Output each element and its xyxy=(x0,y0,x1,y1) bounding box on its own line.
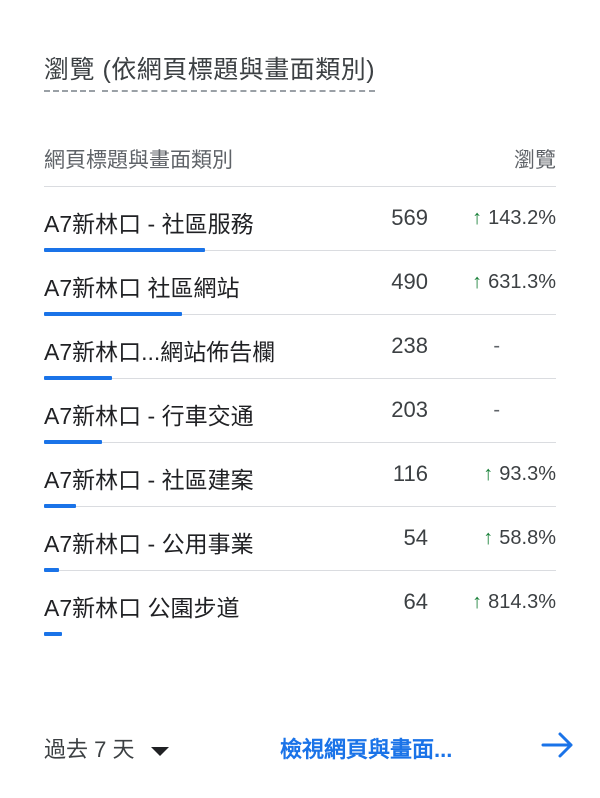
row-page-title: A7新林口 公園步道 xyxy=(44,595,240,621)
row-views-value: 490 xyxy=(391,269,428,294)
row-views-value: 238 xyxy=(391,333,428,358)
row-views-bar xyxy=(44,504,76,508)
view-pages-link[interactable]: 檢視網頁與畫面... xyxy=(280,737,453,762)
arrow-up-icon: ↑ xyxy=(472,271,483,293)
date-range-label: 過去 7 天 xyxy=(44,737,135,762)
row-change-percent: 58.8% xyxy=(499,527,556,549)
caret-down-icon xyxy=(150,746,169,756)
arrow-right-icon[interactable] xyxy=(540,730,576,765)
row-change-empty: - xyxy=(493,335,500,357)
column-header-name: 網頁標題與畫面類別 xyxy=(44,149,233,172)
card-title: 瀏覽 (依網頁標題與畫面類別) xyxy=(44,50,376,92)
row-views-value: 64 xyxy=(403,589,428,614)
row-page-title: A7新林口 社區網站 xyxy=(44,275,240,301)
row-views-value: 54 xyxy=(403,525,428,550)
date-range-dropdown[interactable]: 過去 7 天 xyxy=(44,732,169,764)
arrow-up-icon: ↑ xyxy=(472,591,483,613)
table-row[interactable]: A7新林口 - 社區建案 116 ↑ 93.3% xyxy=(44,443,556,508)
table-header: 網頁標題與畫面類別 瀏覽 xyxy=(44,140,556,187)
row-views-value: 116 xyxy=(392,461,428,486)
row-views-bar xyxy=(44,632,62,636)
row-change-percent: 631.3% xyxy=(488,271,556,293)
row-change: ↑ 58.8% xyxy=(483,527,556,550)
row-views-bar xyxy=(44,248,205,252)
table-body: A7新林口 - 社區服務 569 ↑ 143.2% A7新林口 社區網站 490 ↑ 631.… xyxy=(44,187,556,636)
row-change-percent: 143.2% xyxy=(488,207,556,229)
row-page-title: A7新林口 - 公用事業 xyxy=(44,531,254,557)
row-views-bar xyxy=(44,376,112,380)
row-page-title: A7新林口 - 社區服務 xyxy=(44,211,254,237)
table-row[interactable]: A7新林口 公園步道 64 ↑ 814.3% xyxy=(44,571,556,636)
arrow-up-icon: ↑ xyxy=(472,207,483,229)
metric-label[interactable]: 瀏覽 xyxy=(44,56,96,92)
table-row[interactable]: A7新林口 - 社區服務 569 ↑ 143.2% xyxy=(44,187,556,252)
row-views-bar xyxy=(44,312,182,316)
row-change: ↑ 814.3% xyxy=(472,591,556,614)
row-views-bar xyxy=(44,440,102,444)
row-views-value: 569 xyxy=(391,205,428,230)
table-row[interactable]: A7新林口 - 公用事業 54 ↑ 58.8% xyxy=(44,507,556,572)
row-page-title: A7新林口...網站佈告欄 xyxy=(44,339,276,365)
row-page-title: A7新林口 - 行車交通 xyxy=(44,403,254,429)
row-change-empty: - xyxy=(493,399,500,421)
row-page-title: A7新林口 - 社區建案 xyxy=(44,467,254,493)
row-change: ↑ 143.2% xyxy=(472,207,556,230)
table-row[interactable]: A7新林口...網站佈告欄 238 - xyxy=(44,315,556,380)
column-header-views: 瀏覽 xyxy=(514,149,556,172)
row-change-percent: 814.3% xyxy=(488,591,556,613)
row-change-percent: 93.3% xyxy=(499,463,556,485)
row-views-value: 203 xyxy=(391,397,428,422)
table-row[interactable]: A7新林口 - 行車交通 203 - xyxy=(44,379,556,444)
table-row[interactable]: A7新林口 社區網站 490 ↑ 631.3% xyxy=(44,251,556,316)
arrow-up-icon: ↑ xyxy=(483,463,494,485)
row-views-bar xyxy=(44,568,59,572)
row-change: ↑ 631.3% xyxy=(472,271,556,294)
dimension-label[interactable]: (依網頁標題與畫面類別) xyxy=(102,56,376,92)
arrow-up-icon: ↑ xyxy=(483,527,494,549)
row-change: ↑ 93.3% xyxy=(483,463,556,486)
